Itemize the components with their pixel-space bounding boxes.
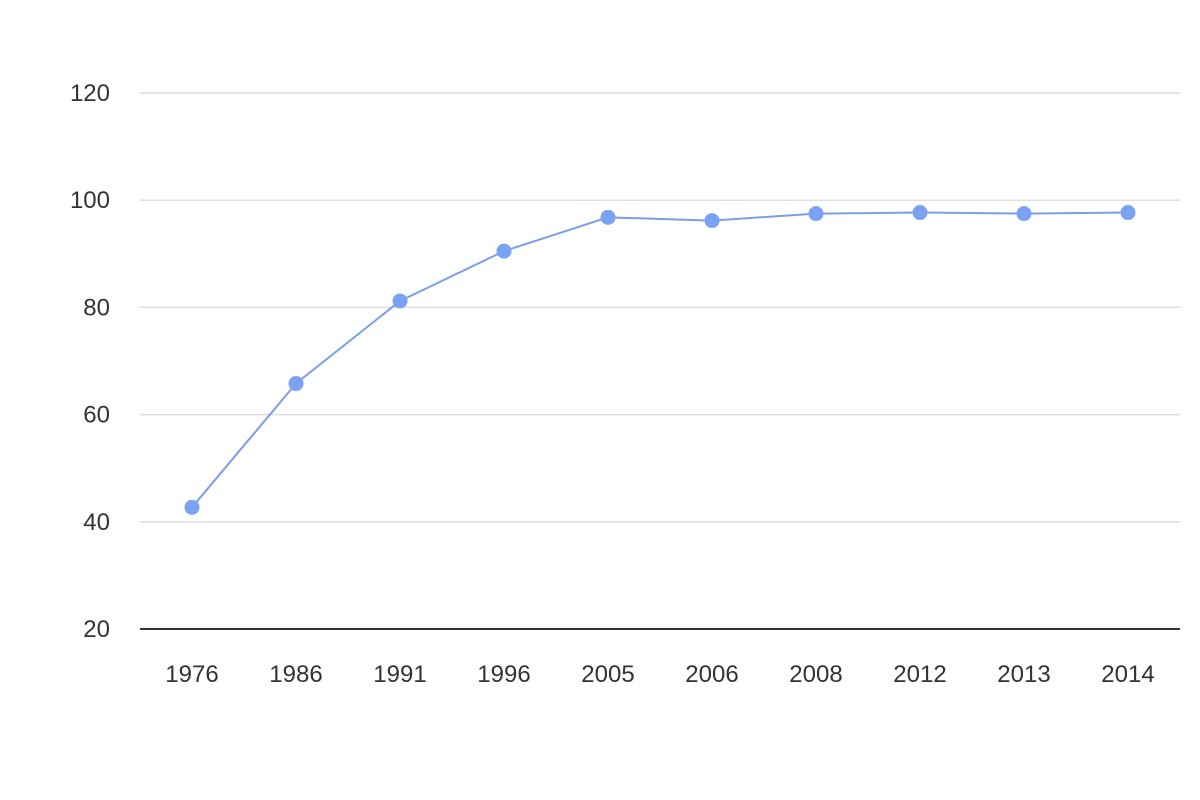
x-tick-label: 2012 — [893, 661, 946, 688]
y-tick-label: 100 — [70, 187, 110, 214]
x-tick-label: 2006 — [685, 661, 738, 688]
x-axis: 1976 1986 1991 1996 2005 2006 2008 2012 2013 2014 — [140, 628, 1180, 688]
data-point[interactable] — [704, 213, 720, 229]
x-tick-label: 1996 — [477, 661, 530, 688]
x-tick-label: 2013 — [997, 661, 1050, 688]
series-line-0 — [191, 211, 1129, 508]
data-point[interactable] — [288, 376, 304, 392]
data-point[interactable] — [184, 499, 200, 515]
data-point[interactable] — [392, 293, 408, 309]
data-point[interactable] — [808, 206, 824, 222]
series-markers — [184, 205, 1136, 515]
y-tick-label: 20 — [83, 616, 110, 643]
data-point[interactable] — [912, 205, 928, 221]
gridlines — [140, 92, 1180, 523]
y-tick-label: 80 — [83, 294, 110, 321]
x-tick-label: 2005 — [581, 661, 634, 688]
y-tick-label: 60 — [83, 402, 110, 429]
x-tick-label: 2008 — [789, 661, 842, 688]
y-tick-label: 40 — [83, 509, 110, 536]
y-tick-label: 120 — [70, 80, 110, 107]
x-tick-label: 1986 — [269, 661, 322, 688]
x-tick-label: 2014 — [1101, 661, 1154, 688]
x-tick-label: 1991 — [373, 661, 426, 688]
data-point[interactable] — [1016, 206, 1032, 222]
data-point[interactable] — [600, 209, 616, 225]
y-axis: 20 40 60 80 100 120 — [70, 80, 110, 643]
data-point[interactable] — [1120, 205, 1136, 221]
x-tick-label: 1976 — [165, 661, 218, 688]
data-point[interactable] — [496, 243, 512, 259]
series-line — [191, 211, 1129, 508]
